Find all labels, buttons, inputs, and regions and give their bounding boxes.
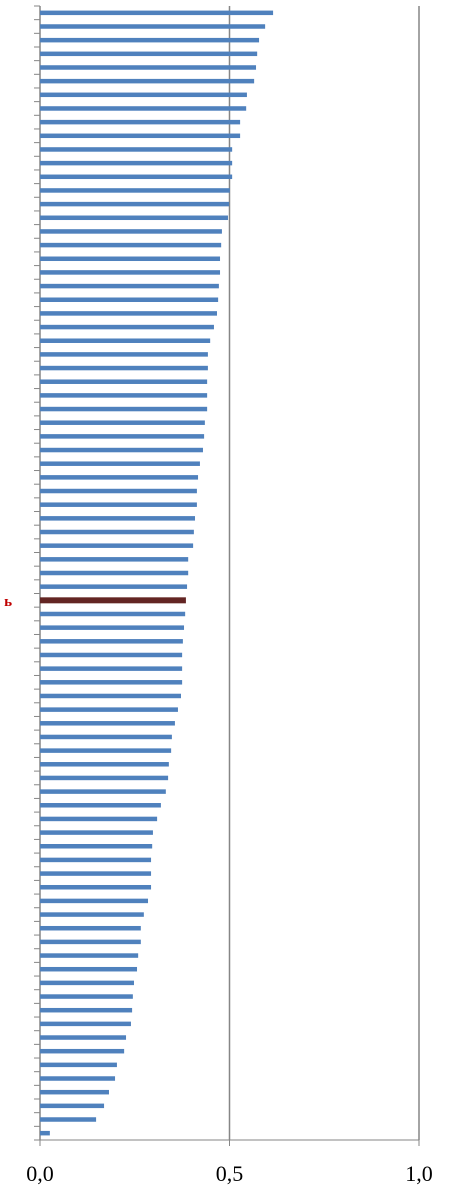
bar	[40, 133, 241, 139]
bar	[40, 502, 197, 507]
bar	[40, 461, 200, 466]
bar	[40, 338, 211, 343]
bar	[40, 844, 153, 849]
x-tick-label: 1,0	[405, 1161, 433, 1186]
bar	[40, 1007, 133, 1013]
bar	[40, 24, 266, 29]
bar	[40, 816, 158, 822]
bar	[40, 734, 172, 740]
bar	[40, 78, 255, 84]
bar	[40, 215, 228, 221]
bar	[40, 270, 221, 275]
bar	[40, 283, 219, 289]
bar	[40, 529, 194, 535]
bar	[40, 365, 208, 371]
bar	[40, 420, 205, 425]
bar	[40, 1062, 117, 1068]
bar	[40, 857, 152, 863]
bar	[40, 980, 134, 986]
bar	[40, 393, 208, 398]
bar	[40, 994, 133, 999]
bar	[40, 912, 144, 917]
bar	[40, 666, 183, 671]
bar	[40, 748, 172, 753]
bar	[40, 639, 183, 644]
bar	[40, 789, 166, 794]
bar	[40, 625, 185, 630]
bar	[40, 762, 169, 767]
bar	[40, 37, 260, 43]
bar	[40, 1021, 131, 1027]
bar	[40, 119, 241, 125]
bar	[40, 939, 141, 945]
bar	[40, 707, 178, 712]
bar	[40, 925, 141, 931]
bar	[40, 570, 189, 576]
bar	[40, 1103, 105, 1109]
bar	[40, 898, 149, 904]
bar	[40, 147, 233, 152]
x-tick-label: 0,5	[216, 1161, 244, 1186]
bar	[40, 557, 189, 562]
bar	[40, 871, 152, 876]
bar	[40, 379, 208, 384]
bar	[40, 488, 197, 494]
bar	[40, 516, 196, 521]
bar	[40, 242, 222, 248]
bar	[40, 803, 161, 808]
bar	[40, 693, 181, 699]
bar	[40, 543, 194, 548]
bar	[40, 953, 139, 958]
bar	[40, 611, 186, 617]
bar	[40, 352, 208, 357]
bar	[40, 1048, 125, 1054]
bar	[40, 966, 138, 972]
bar	[40, 1089, 109, 1095]
bar	[40, 1035, 127, 1040]
bar	[40, 10, 274, 16]
bar	[40, 160, 233, 166]
bar	[40, 721, 175, 726]
bar	[40, 830, 153, 835]
bar	[40, 680, 183, 685]
bar	[40, 434, 205, 439]
bar	[40, 775, 169, 781]
bar	[40, 256, 221, 262]
bar	[40, 311, 217, 316]
x-tick-label: 0,0	[26, 1161, 54, 1186]
bar	[40, 652, 183, 658]
bar	[40, 447, 203, 453]
y-tick-label: ь	[4, 594, 12, 610]
bar	[40, 65, 257, 70]
bar	[40, 475, 199, 480]
bar	[40, 106, 247, 111]
bar	[40, 51, 258, 57]
bar	[40, 188, 230, 193]
bar	[40, 324, 214, 330]
bar	[40, 1130, 50, 1136]
bar	[40, 1076, 116, 1081]
bar	[40, 297, 219, 302]
bar	[40, 584, 188, 589]
bar	[40, 597, 186, 604]
bar	[40, 406, 208, 412]
bar	[40, 174, 233, 180]
bar	[40, 884, 152, 890]
bar	[40, 229, 222, 234]
bar	[40, 1117, 97, 1122]
bar	[40, 92, 247, 98]
bar	[40, 201, 230, 207]
